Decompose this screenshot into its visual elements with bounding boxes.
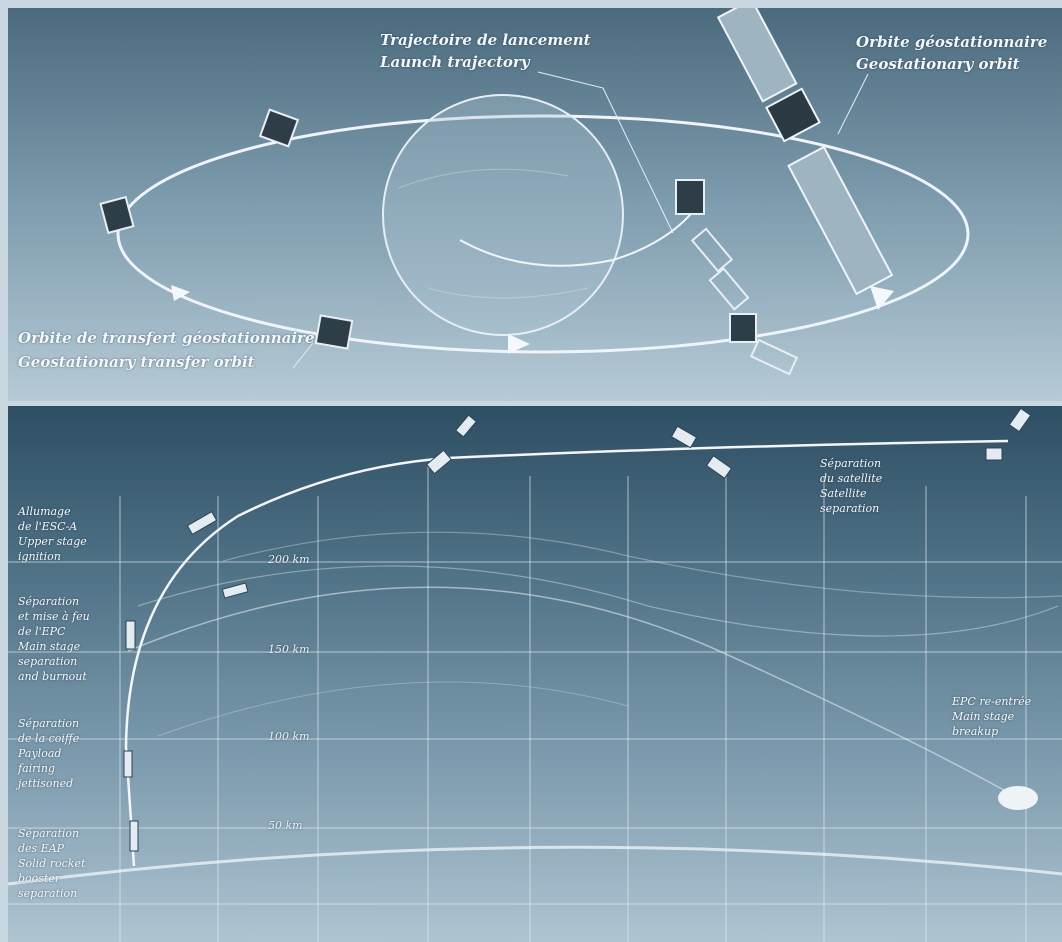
ascent-profile-panel: 200 km 150 km 100 km 50 km Allumage de l… (8, 406, 1062, 942)
event-satellite-separation: Séparation du satellite Satellite separa… (820, 457, 883, 515)
orbit-arrow (870, 286, 894, 310)
geo-leader-line (837, 73, 869, 135)
launch-trajectory-label-fr: Trajectoire de lancement (380, 31, 591, 49)
orbit-arrow (171, 285, 190, 301)
earth-parallel (427, 287, 589, 299)
satellite-icon (729, 313, 757, 343)
altitude-label: 200 km (268, 553, 310, 566)
satellite-icon (258, 108, 300, 148)
gto-label-fr: Orbite de transfert géostationnaire (18, 329, 315, 347)
launch-leader-line (537, 71, 674, 234)
geo-orbit-label-en: Geostationary orbit (856, 55, 1020, 73)
orbit-arrow (508, 334, 530, 354)
event-main-stage-separation: Séparation et mise à feu de l'EPC Main s… (18, 595, 90, 683)
orbit-diagram (99, 8, 970, 376)
geo-orbit-label-fr: Orbite géostationnaire (856, 33, 1048, 51)
earth-horizon (8, 845, 1062, 886)
launcher-icon (129, 820, 139, 852)
upper-stage-icon (186, 510, 218, 536)
altitude-grid (8, 466, 1062, 942)
launcher-icon (123, 750, 133, 778)
satellite-icon (314, 314, 354, 350)
satellite-icon (985, 447, 1003, 461)
satellite-icon (99, 195, 135, 235)
reference-path (222, 531, 1062, 599)
gto-leader-line (292, 342, 314, 369)
main-stage-fallback-path (127, 586, 1019, 799)
altitude-label: 50 km (268, 819, 303, 832)
solar-panel (708, 267, 750, 311)
altitude-label: 100 km (268, 730, 310, 743)
altitude-label: 150 km (268, 643, 310, 656)
upper-stage-icon (455, 414, 477, 438)
upper-stage-icon (705, 455, 733, 479)
satellite-icon (675, 179, 705, 215)
solar-panel (749, 338, 799, 376)
ascent-profile (8, 407, 1062, 942)
satellite-icon (1008, 407, 1032, 433)
launch-trajectory-label-en: Launch trajectory (380, 53, 530, 71)
breakup-debris (998, 786, 1038, 810)
upper-stage-icon (426, 449, 452, 475)
event-fairing-separation: Séparation de la coiffe Payload fairing … (18, 717, 80, 790)
main-stage-icon (221, 582, 249, 599)
launch-trajectory (459, 207, 697, 267)
event-main-stage-reentry: EPC re-entrée Main stage breakup (952, 695, 1032, 738)
geostationary-satellite (716, 8, 894, 296)
earth (382, 94, 624, 336)
upper-stage-icon (670, 425, 698, 449)
event-booster-separation: Séparation des EAP Solid rocket booster … (18, 827, 86, 900)
reference-path (137, 565, 1059, 637)
geostationary-orbit (116, 114, 970, 354)
ascent-trajectory (124, 439, 1009, 867)
gto-label-en: Geostationary transfer orbit (18, 353, 255, 371)
launcher-icon (125, 620, 136, 650)
earth-meridian (397, 168, 569, 189)
reference-path (157, 681, 629, 737)
solar-panel (690, 227, 734, 273)
event-upper-stage-ignition: Allumage de l'ESC-A Upper stage ignition (18, 505, 87, 563)
orbit-diagram-panel: Trajectoire de lancement Launch trajecto… (8, 8, 1062, 401)
